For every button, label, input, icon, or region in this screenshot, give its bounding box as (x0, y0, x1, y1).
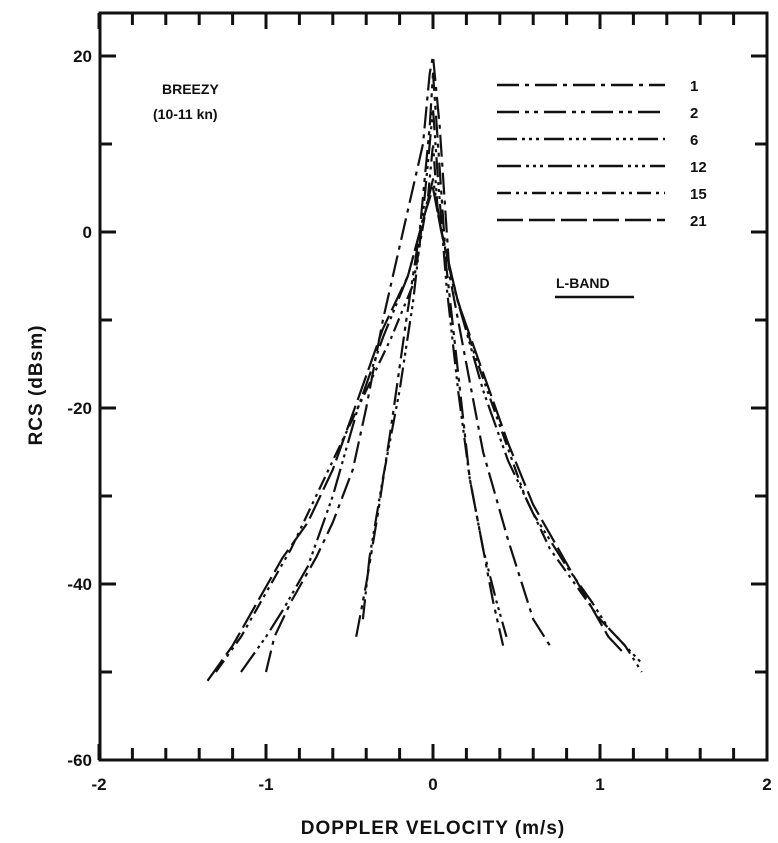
series-line-2 (355, 72, 505, 646)
series-layer (206, 54, 643, 682)
series-line-1 (264, 54, 551, 673)
legend-label-2: 2 (690, 105, 698, 122)
condition-label: BREEZY (162, 81, 219, 97)
y-tick-label: 20 (73, 47, 92, 66)
band-label: L-BAND (556, 275, 610, 291)
x-axis-title: DOPPLER VELOCITY (m/s) (301, 818, 565, 839)
y-axis-title: RCS (dBsm) (26, 325, 47, 446)
x-tick-label: -2 (91, 775, 106, 794)
ticks (97, 13, 769, 762)
legend-label-1: 1 (690, 78, 698, 95)
x-tick-label: -1 (258, 775, 273, 794)
y-tick-label: -20 (67, 399, 92, 418)
legend-label-21: 21 (690, 213, 707, 230)
x-tick-label: 1 (595, 775, 604, 794)
series-line-12 (240, 178, 643, 673)
y-tick-label: 0 (83, 223, 92, 242)
y-tick-label: -60 (67, 751, 92, 770)
legend-label-12: 12 (690, 159, 707, 176)
series-line-6 (361, 107, 508, 638)
x-tick-label: 2 (762, 775, 771, 794)
y-tick-label: -40 (67, 575, 92, 594)
legend-label-15: 15 (690, 186, 707, 203)
x-tick-label: 0 (428, 775, 437, 794)
series-line-15 (215, 142, 643, 673)
series-line-21 (206, 186, 626, 682)
wind-label: (10-11 kn) (153, 106, 218, 122)
legend-label-6: 6 (690, 132, 698, 149)
